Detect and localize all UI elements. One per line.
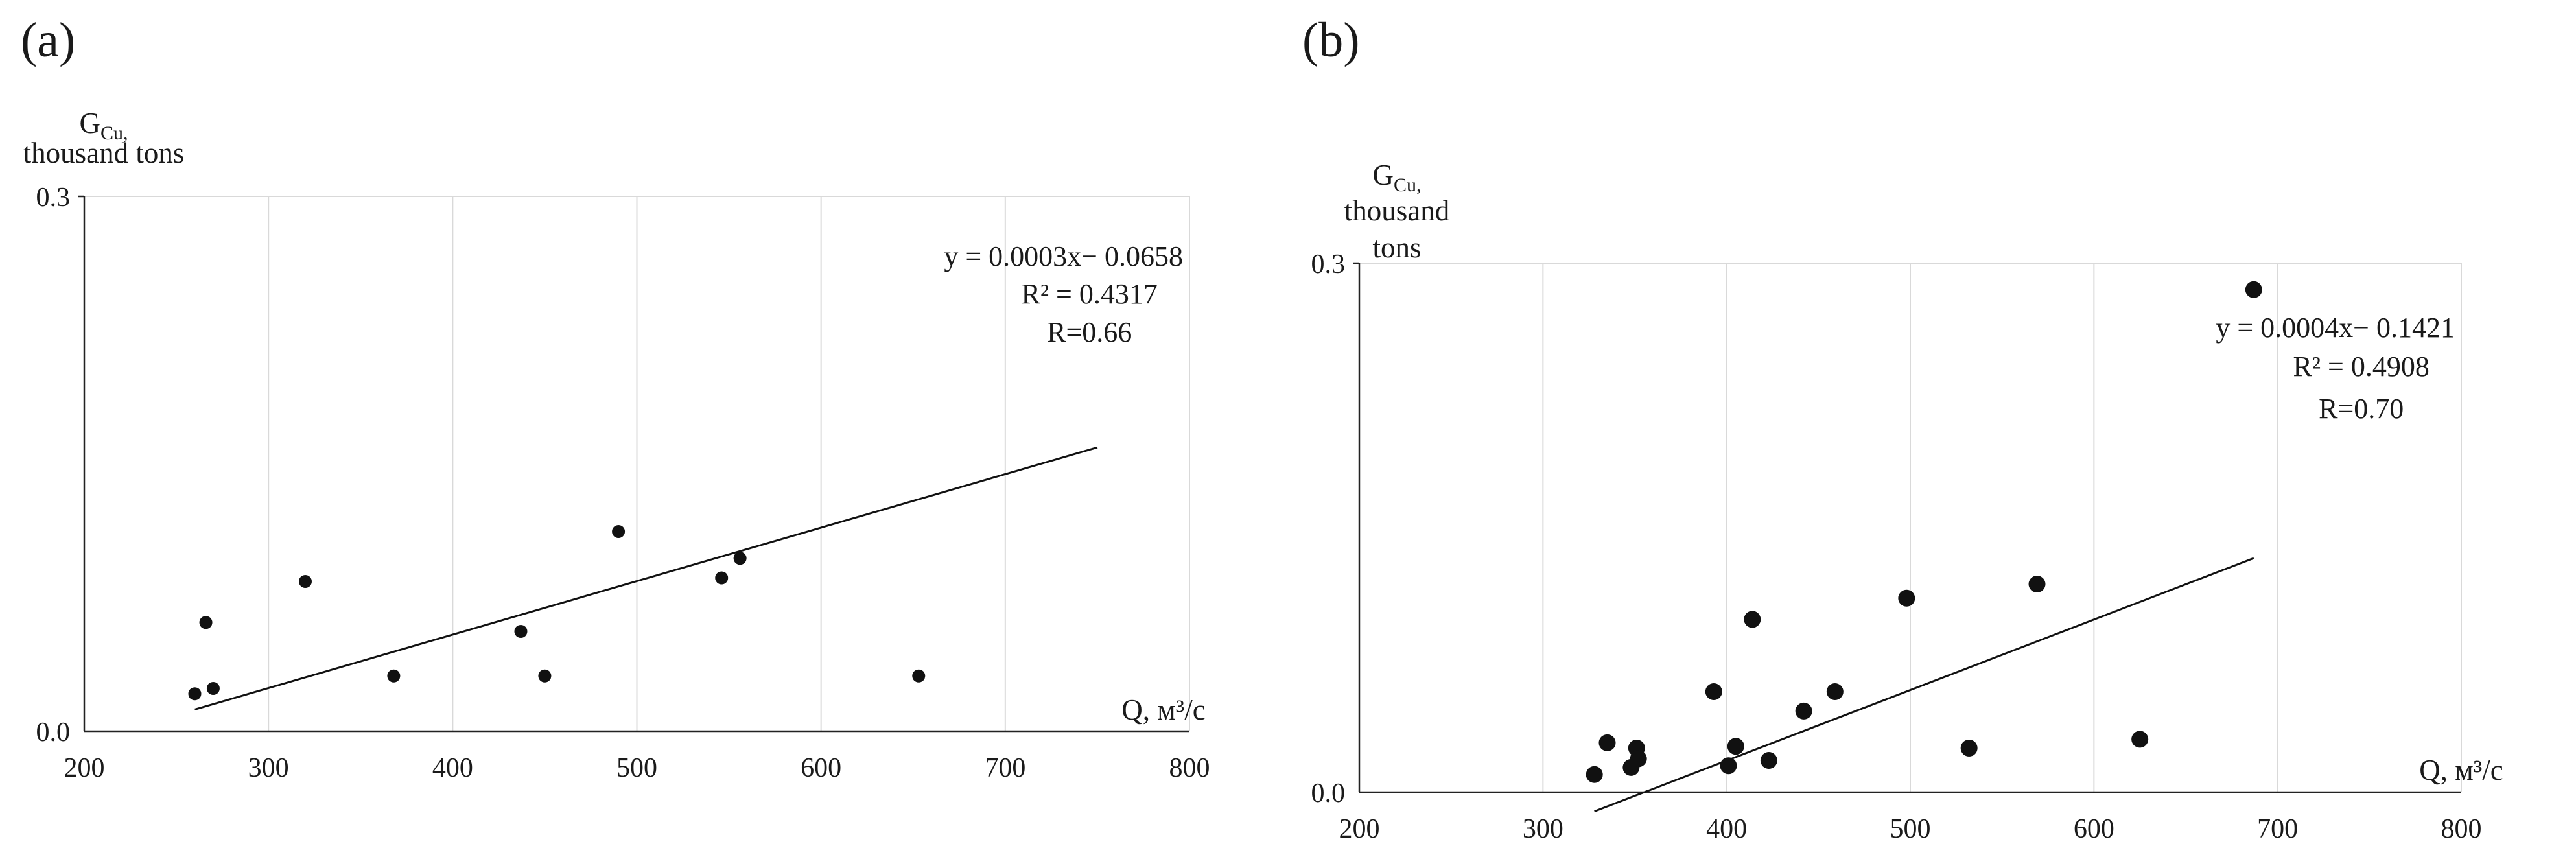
regression-annotation: R² = 0.4908 xyxy=(2293,351,2430,382)
y-axis-label: GCu, xyxy=(79,107,128,144)
data-point xyxy=(199,616,213,629)
y-axis-label-line: thousand tons xyxy=(23,137,185,169)
data-point xyxy=(1898,589,1915,607)
y-axis-label: GCu, xyxy=(1372,159,1421,196)
y-tick-label: 0.0 xyxy=(1311,779,1346,808)
x-tick-label: 400 xyxy=(432,753,473,783)
chart-panel-b: (b) 200 300 400 500 600 700 800 0.0 0.3 GCu, thous… xyxy=(1288,0,2576,868)
data-point xyxy=(2131,731,2149,748)
y-tick-label: 0.3 xyxy=(1311,250,1346,279)
x-tick-label: 700 xyxy=(2257,814,2298,844)
data-point xyxy=(1720,757,1737,775)
data-point xyxy=(1630,750,1647,768)
trendline xyxy=(194,446,1098,710)
chart-panel-a: (a) 200 300 400 500 600 700 800 0.0 0.3 GCu, thous… xyxy=(21,16,1210,783)
x-tick-label: 400 xyxy=(1706,814,1747,844)
x-tick-label: 500 xyxy=(616,753,657,783)
x-tick-label: 600 xyxy=(2074,814,2114,844)
data-point xyxy=(1795,702,1812,720)
x-tick-label: 800 xyxy=(1169,753,1210,783)
data-point xyxy=(1760,752,1777,769)
data-point xyxy=(612,525,626,538)
data-point xyxy=(299,575,312,588)
panel-label-b: (b) xyxy=(1302,16,1360,65)
data-point xyxy=(1586,766,1603,783)
x-axis-label: Q, м³/с xyxy=(1121,694,1205,726)
x-tick-label: 300 xyxy=(1523,814,1563,844)
trendline xyxy=(1594,557,2254,813)
data-point xyxy=(2245,281,2262,298)
data-point xyxy=(912,669,926,683)
data-point xyxy=(1705,683,1722,700)
x-tick-label: 800 xyxy=(2441,814,2482,844)
data-point xyxy=(206,682,220,695)
y-axis-label-line: tons xyxy=(1372,231,1421,264)
chart-b: 200 300 400 500 600 700 800 0.0 0.3 GCu,thousand t… xyxy=(1311,159,2503,844)
x-tick-label: 200 xyxy=(1339,814,1380,844)
data-point xyxy=(715,571,729,585)
regression-annotation: y = 0.0003x− 0.0658 xyxy=(944,240,1183,272)
data-point xyxy=(1727,738,1744,755)
data-point xyxy=(1826,683,1844,700)
x-tick-label: 600 xyxy=(801,753,841,783)
y-tick-label: 0.3 xyxy=(36,183,71,213)
data-point xyxy=(514,625,528,638)
panel-label-a: (a) xyxy=(21,16,75,65)
regression-annotation: R=0.66 xyxy=(1047,316,1132,348)
data-point xyxy=(1960,740,1978,757)
data-point xyxy=(188,687,202,701)
chart-a: 200 300 400 500 600 700 800 0.0 0.3 GCu,thousand … xyxy=(23,107,1210,783)
y-tick-label: 0.0 xyxy=(36,718,71,747)
regression-annotation: R=0.70 xyxy=(2319,393,2404,425)
x-tick-label: 700 xyxy=(985,753,1025,783)
regression-annotation: R² = 0.4317 xyxy=(1022,278,1158,310)
data-point xyxy=(733,552,747,565)
x-tick-label: 500 xyxy=(1890,814,1931,844)
data-point xyxy=(2028,576,2046,593)
data-point xyxy=(1598,734,1616,751)
x-axis-label: Q, м³/с xyxy=(2419,754,2503,786)
x-tick-label: 200 xyxy=(64,753,105,783)
data-point xyxy=(387,669,401,683)
data-point xyxy=(538,669,552,683)
panel-label-text: (b) xyxy=(1302,13,1360,67)
data-point xyxy=(1744,611,1761,628)
y-axis-label-line: thousand xyxy=(1344,194,1450,227)
x-tick-label: 300 xyxy=(248,753,289,783)
panel-label-text: (a) xyxy=(21,13,76,67)
regression-annotation: y = 0.0004x− 0.1421 xyxy=(2216,312,2455,344)
